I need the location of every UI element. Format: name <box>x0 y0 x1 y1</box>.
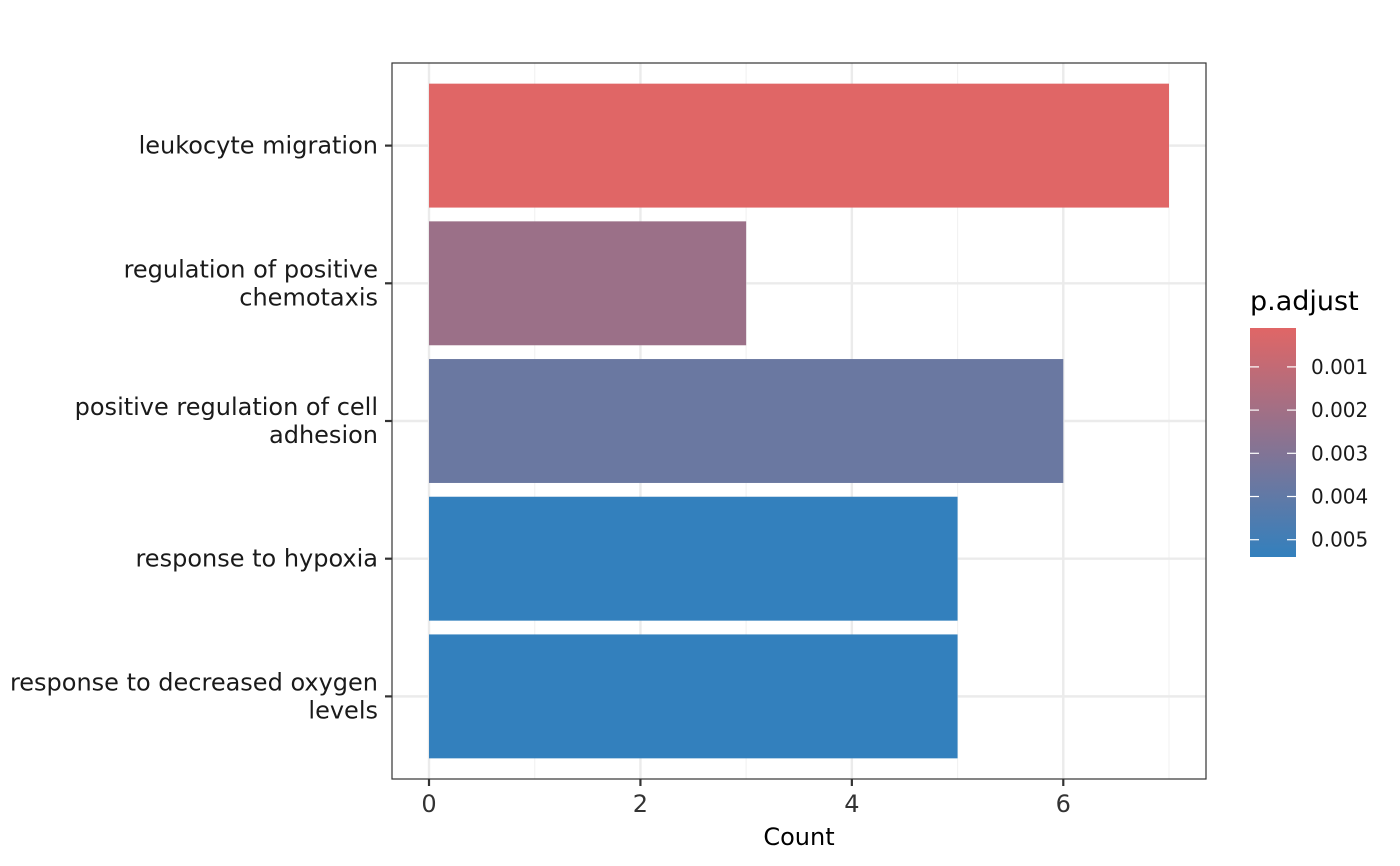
legend-label: 0.005 <box>1311 528 1368 552</box>
legend-label: 0.002 <box>1311 398 1368 422</box>
y-tick-label: chemotaxis <box>239 283 378 311</box>
bar <box>429 496 958 621</box>
legend-label: 0.004 <box>1311 485 1368 509</box>
y-tick-label: levels <box>308 696 378 724</box>
x-axis-ticks: 0 2 4 6 <box>421 779 1071 818</box>
legend-title: p.adjust <box>1250 286 1359 317</box>
y-tick-label: regulation of positive <box>124 255 378 283</box>
y-tick-label: positive regulation of cell <box>75 393 378 421</box>
y-tick-label: leukocyte migration <box>139 132 378 160</box>
x-axis-title: Count <box>763 823 834 851</box>
x-tick-label: 6 <box>1056 790 1071 818</box>
y-tick-label: response to decreased oxygen <box>10 668 378 696</box>
y-axis-ticks: leukocyte migration regulation of positiv… <box>10 132 392 724</box>
y-tick-label: response to hypoxia <box>135 545 378 573</box>
x-tick-label: 4 <box>844 790 859 818</box>
legend-colorbar <box>1250 328 1296 557</box>
y-tick-label: adhesion <box>269 421 378 449</box>
bar <box>429 221 747 346</box>
legend-label: 0.001 <box>1311 355 1368 379</box>
bar <box>429 83 1169 208</box>
legend-label: 0.003 <box>1311 441 1368 465</box>
legend: p.adjust 0.001 0.002 0.003 0.004 0.005 <box>1250 286 1368 557</box>
bar <box>429 359 1064 483</box>
x-tick-label: 0 <box>421 790 436 818</box>
bar <box>429 634 958 759</box>
x-tick-label: 2 <box>633 790 648 818</box>
bars <box>429 83 1169 759</box>
